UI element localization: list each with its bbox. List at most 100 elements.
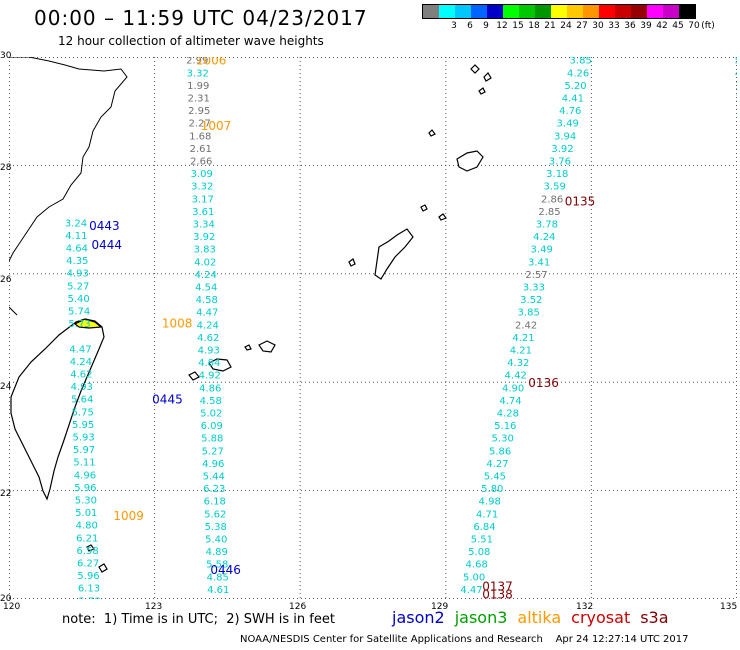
legend-swatch xyxy=(679,5,695,18)
wave-height-value: 5.96 xyxy=(77,571,99,582)
yonaguni-island xyxy=(188,371,200,381)
legend-swatch xyxy=(599,5,615,18)
legend-label: 21 xyxy=(544,21,556,31)
wave-height-value: 3.85 xyxy=(570,57,592,67)
legend-label: 27 xyxy=(576,21,588,31)
legend-label: 18 xyxy=(528,21,540,31)
wave-height-value: 2.95 xyxy=(188,106,210,117)
wave-height-value: 3.17 xyxy=(192,194,214,205)
wave-height-value: 5.20 xyxy=(564,81,586,92)
wave-height-value: 4.90 xyxy=(502,383,524,394)
wave-height-value: 4.26 xyxy=(567,68,589,79)
legend-label: 33 xyxy=(608,21,620,31)
legend-label: 3 xyxy=(451,21,457,31)
wave-height-value: 5.58 xyxy=(206,560,228,571)
legend-swatch xyxy=(551,5,567,18)
wave-height-value: 3.32 xyxy=(187,68,209,79)
map-subtitle: 12 hour collection of altimeter wave hei… xyxy=(58,34,324,48)
wave-height-value: 4.11 xyxy=(65,231,87,242)
wave-height-value: 3.09 xyxy=(191,169,213,180)
wave-height-value: 3.18 xyxy=(546,169,568,180)
wave-height-value: 4.35 xyxy=(66,256,88,267)
legend-label: 15 xyxy=(512,21,524,31)
legend-label: 9 xyxy=(483,21,489,31)
wave-height-value: 4.32 xyxy=(507,358,529,369)
china-coastline-south xyxy=(9,306,18,316)
legend-label: 42 xyxy=(656,21,668,31)
legend-swatch xyxy=(439,5,455,18)
lat-label-28: 28 xyxy=(0,163,12,173)
lat-label-24: 24 xyxy=(0,382,12,392)
wave-height-value: 4.76 xyxy=(559,106,581,117)
legend-swatch xyxy=(567,5,583,18)
pass-label: 0136 xyxy=(528,376,559,390)
wave-height-value: 3.32 xyxy=(191,182,213,193)
wave-height-value: 2.42 xyxy=(515,320,537,331)
wave-height-value: 6.58 xyxy=(77,546,99,557)
wave-height-value: 4.74 xyxy=(499,396,521,407)
wave-height-value: 4.93 xyxy=(67,269,89,280)
lat-label-30: 30 xyxy=(0,51,12,61)
taiwan-island xyxy=(10,318,105,501)
ishigaki-island xyxy=(208,358,232,372)
legend-swatch xyxy=(503,5,519,18)
wave-height-value: 4.47 xyxy=(69,344,91,355)
wave-height-value: 3.94 xyxy=(554,131,576,142)
lat-label-22: 22 xyxy=(0,489,12,499)
legend-swatch xyxy=(471,5,487,18)
wave-height-value: 4.62 xyxy=(197,333,219,344)
legend-swatches xyxy=(422,4,696,19)
wave-height-value: 4.24 xyxy=(195,270,217,281)
wave-height-value: 5.74 xyxy=(68,307,90,318)
wave-height-value: 5.51 xyxy=(471,535,493,546)
wave-height-value: 4.93 xyxy=(71,382,93,393)
wave-height-value: 3.83 xyxy=(194,245,216,256)
wave-height-value: 4.41 xyxy=(562,94,584,105)
wave-height-value: 5.16 xyxy=(494,421,516,432)
legend-label: 24 xyxy=(560,21,572,31)
pass-label: 0137 xyxy=(482,579,513,593)
legend-label: 6 xyxy=(467,21,473,31)
wave-height-value: 5.93 xyxy=(72,433,94,444)
wave-height-value: 6.18 xyxy=(204,497,226,508)
lon-label-132: 132 xyxy=(576,602,594,612)
wave-height-value: 2.86 xyxy=(541,194,563,205)
legend-swatch xyxy=(535,5,551,18)
wave-height-value: 6.27 xyxy=(77,559,99,570)
map-canvas: 2.993.321.992.312.952.271.682.612.663.09… xyxy=(9,57,737,599)
wave-height-value: 6.09 xyxy=(201,421,223,432)
wave-height-value: 3.33 xyxy=(523,283,545,294)
pass-label: 1009 xyxy=(113,509,144,523)
legend-label: 36 xyxy=(624,21,636,31)
graticule xyxy=(9,57,737,599)
wave-height-value: 3.92 xyxy=(193,232,215,243)
wave-height-value: 4.68 xyxy=(466,560,488,571)
wave-height-value: 5.64 xyxy=(71,395,93,406)
wave-height-value: 4.24 xyxy=(533,232,555,243)
wave-height-value: 2.57 xyxy=(525,270,547,281)
wave-height-value: 5.38 xyxy=(205,522,227,533)
wave-height-value: 5.96 xyxy=(74,483,96,494)
wave-height-value: 5.73 xyxy=(68,319,90,330)
ryukyu-islets xyxy=(244,129,447,351)
wave-height-value: 4.28 xyxy=(497,409,519,420)
legend-label: 70 xyxy=(688,21,700,31)
wave-height-value: 1.99 xyxy=(187,81,209,92)
legend-swatch xyxy=(615,5,631,18)
wave-height-value: 5.08 xyxy=(468,547,490,558)
wave-height-value: 5.40 xyxy=(68,294,90,305)
wave-height-value: 5.80 xyxy=(481,484,503,495)
wave-height-value: 6.21 xyxy=(76,533,98,544)
wave-height-value: 4.64 xyxy=(66,244,88,255)
wave-height-value: 4.54 xyxy=(195,283,217,294)
wave-height-value: 4.24 xyxy=(70,357,92,368)
wave-height-value: 2.27 xyxy=(189,119,211,130)
wave-height-value: 5.95 xyxy=(72,420,94,431)
wave-height-value: 4.47 xyxy=(196,308,218,319)
wave-height-value: 4.98 xyxy=(479,497,501,508)
wave-height-value: 3 xyxy=(736,106,737,117)
mission-s3a: s3a xyxy=(640,608,669,627)
wave-height-value: 5.97 xyxy=(73,445,95,456)
wave-height-value: 3.78 xyxy=(536,220,558,231)
pass-label: 1006 xyxy=(196,57,227,68)
